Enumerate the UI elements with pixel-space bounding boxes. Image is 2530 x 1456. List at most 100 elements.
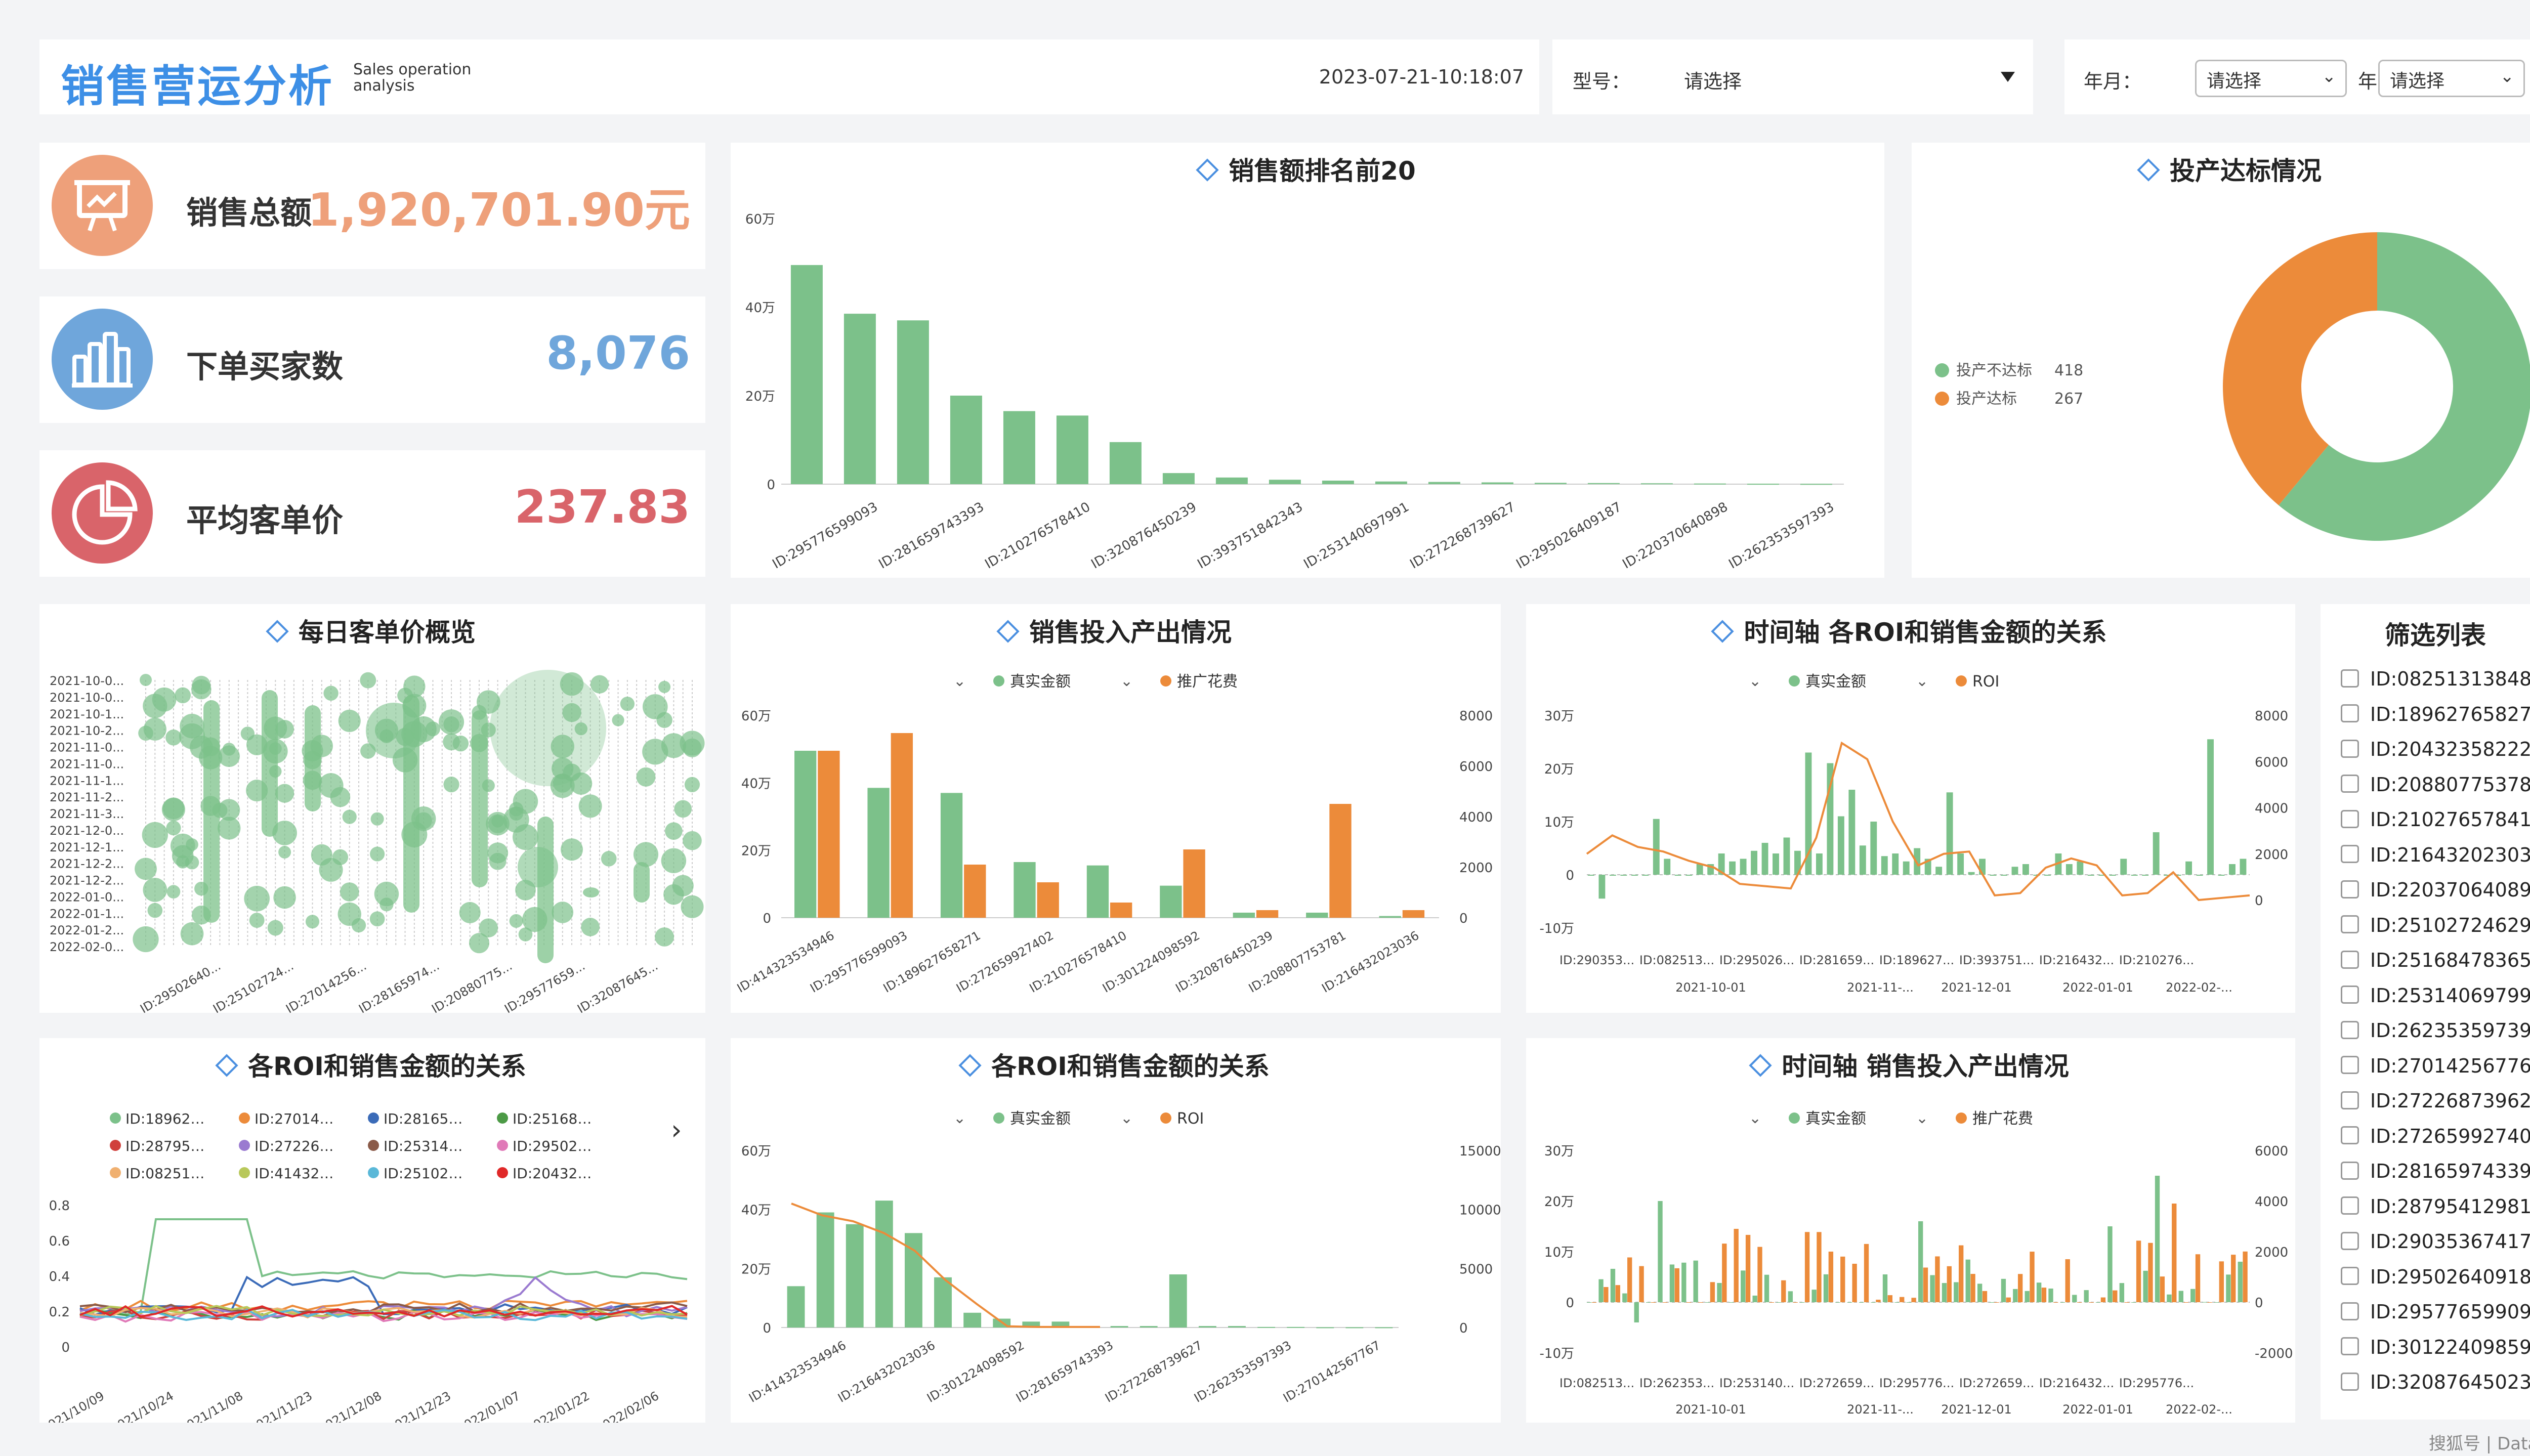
scatter-point	[683, 738, 702, 758]
filter-list-item[interactable]: ID:210276578410	[2341, 808, 2530, 831]
legend-dot	[1160, 1112, 1171, 1124]
y-tick-label: 2022-01-1...	[50, 907, 124, 921]
legend-dot	[239, 1112, 250, 1124]
filter-list-item[interactable]: ID:295026409187	[2341, 1266, 2530, 1288]
legend-dot	[368, 1140, 379, 1151]
filter-list-item[interactable]: ID:216432023036	[2341, 844, 2530, 866]
legend-next-icon[interactable]: ›	[671, 1114, 682, 1146]
bar-promo	[1710, 1282, 1715, 1302]
checkbox[interactable]	[2341, 1091, 2359, 1109]
checkbox[interactable]	[2341, 1302, 2359, 1320]
filter-list-item[interactable]: ID:253140697991	[2341, 984, 2530, 1007]
watermark: 搜狐号 | DataFocus	[2429, 1434, 2530, 1454]
filter-list-item[interactable]: ID:290353674177	[2341, 1230, 2530, 1253]
checkbox[interactable]	[2341, 1372, 2359, 1391]
filter-list-item[interactable]: ID:251027246294	[2341, 914, 2530, 936]
checkbox[interactable]	[2341, 915, 2359, 933]
filter-item-label: ID:189627658271	[2370, 703, 2530, 725]
legend-dot	[497, 1167, 508, 1178]
bar-chart-icon	[52, 309, 153, 410]
bar-real	[1316, 1327, 1334, 1329]
bar-promo	[1674, 1268, 1679, 1302]
filter-list-item[interactable]: ID:295776599093	[2341, 1301, 2530, 1323]
scatter-cluster	[305, 705, 321, 811]
checkbox[interactable]	[2341, 880, 2359, 898]
checkbox[interactable]	[2341, 775, 2359, 793]
x-tick-label: ID:295026409187	[1514, 499, 1624, 572]
checkbox[interactable]	[2341, 1161, 2359, 1180]
scatter-point	[191, 679, 212, 700]
x-tick-label: ID:272268739627	[1103, 1338, 1205, 1405]
filter-list-item[interactable]: ID:287954129814	[2341, 1195, 2530, 1218]
filter-list-item[interactable]: ID:272268739627	[2341, 1090, 2530, 1112]
bar-real	[1051, 1321, 1070, 1327]
checkbox[interactable]	[2341, 704, 2359, 722]
bar-real	[1848, 790, 1856, 875]
checkbox[interactable]	[2341, 1196, 2359, 1215]
checkbox[interactable]	[2341, 1126, 2359, 1144]
scatter-point	[165, 730, 182, 746]
checkbox[interactable]	[2341, 845, 2359, 863]
chevron-down-icon: ⌄	[2500, 66, 2515, 87]
bar-real	[2185, 861, 2192, 875]
scatter-point	[683, 831, 702, 850]
filter-list-item[interactable]: ID:082513138480	[2341, 668, 2530, 690]
filter-list-item[interactable]: ID:208807753781	[2341, 774, 2530, 796]
filter-list-item[interactable]: ID:262353597393	[2341, 1019, 2530, 1042]
legend-label: ID:27226…	[255, 1138, 333, 1154]
x-tick-label: ID:262353...	[1639, 1376, 1714, 1390]
x-tick-label: ID:281659743393	[1014, 1338, 1116, 1405]
filter-item-label: ID:270142567767	[2370, 1054, 2530, 1077]
filter-list-item[interactable]: ID:301224098592	[2341, 1336, 2530, 1358]
y-tick-label: 2021-10-0...	[50, 691, 124, 705]
checkbox[interactable]	[2341, 669, 2359, 688]
bar-real	[2153, 832, 2160, 875]
y-tick-label: 20万	[1544, 762, 1574, 777]
panel-daily: 每日客单价概览 2021-10-0... 2021-10-0... 2021-10-…	[39, 604, 705, 1013]
scatter-point	[570, 772, 593, 795]
legend-dot	[1789, 1112, 1800, 1124]
checkbox[interactable]	[2341, 809, 2359, 828]
filter-item-label: ID:295776599093	[2370, 1301, 2530, 1323]
y-tick-label: 2021-12-0...	[50, 824, 124, 838]
y-tick-label: 30万	[1544, 709, 1574, 724]
filter-list-item[interactable]: ID:272659927402	[2341, 1125, 2530, 1147]
checkbox[interactable]	[2341, 1020, 2359, 1039]
bar-real	[1776, 1302, 1781, 1303]
checkbox[interactable]	[2341, 1337, 2359, 1355]
month-select[interactable]: 请选择 ⌄	[2378, 60, 2525, 97]
filter-list-item[interactable]: ID:189627658271	[2341, 703, 2530, 725]
filter-list-item[interactable]: ID:204323582227	[2341, 738, 2530, 760]
legend-label: ID:18962…	[125, 1110, 204, 1127]
checkbox[interactable]	[2341, 986, 2359, 1004]
filter-list-item[interactable]: ID:320876450239	[2341, 1371, 2530, 1393]
checkbox[interactable]	[2341, 1056, 2359, 1074]
checkbox[interactable]	[2341, 1267, 2359, 1285]
bar-real	[1859, 845, 1866, 875]
filter-list-item[interactable]: ID:281659743393	[2341, 1160, 2530, 1182]
bar-promo	[2231, 1255, 2236, 1302]
y-tick-label: 5000	[1459, 1262, 1493, 1277]
timestamp: 2023-07-21-10:18:07	[1319, 66, 1524, 88]
model-select[interactable]: 请选择	[1664, 55, 2018, 100]
panel-title-filter-list: 筛选列表	[2385, 621, 2486, 650]
checkbox[interactable]	[2341, 739, 2359, 758]
bar-real	[940, 793, 963, 918]
bar-real	[1631, 875, 1638, 876]
y-tick-label: -10万	[1540, 921, 1574, 936]
year-select[interactable]: 请选择 ⌄	[2195, 60, 2347, 97]
checkbox[interactable]	[2341, 950, 2359, 969]
bar-real	[1957, 853, 1964, 875]
bar-promo	[1745, 1234, 1751, 1302]
scatter-point	[655, 927, 674, 947]
filter-list-item[interactable]: ID:220370640898	[2341, 879, 2530, 901]
scatter-point	[330, 787, 351, 807]
bar-promo	[1734, 1229, 1739, 1302]
filter-list-item[interactable]: ID:251684783651	[2341, 949, 2530, 971]
y-tick-label: 2021-12-1...	[50, 840, 124, 854]
checkbox[interactable]	[2341, 1231, 2359, 1250]
filter-list-item[interactable]: ID:270142567767	[2341, 1055, 2530, 1077]
bar-real	[1946, 792, 1953, 875]
bar-real	[2142, 875, 2149, 876]
y-tick-label: 0	[1459, 911, 1468, 926]
